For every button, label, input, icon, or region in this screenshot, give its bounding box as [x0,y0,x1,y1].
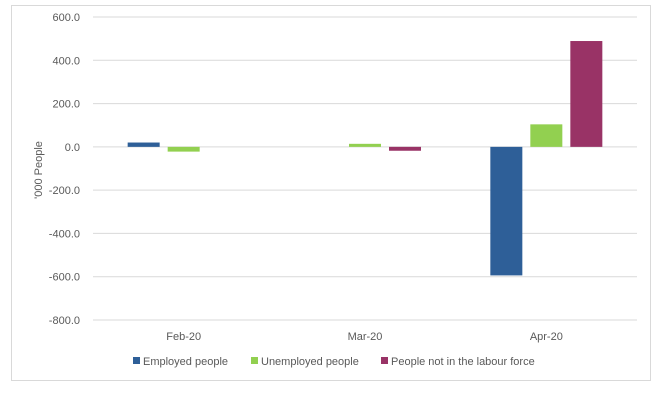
y-tick-label: 0.0 [65,142,80,154]
gridlines [93,16,637,321]
legend-label: People not in the labour force [391,356,535,368]
chart-frame [11,5,651,381]
y-tick-label: -200.0 [49,185,80,197]
legend: Employed people Unemployed people People n… [133,356,535,368]
y-tick-label: 600.0 [52,12,80,24]
x-axis-ticks: Feb-20 Mar-20 Apr-20 [166,331,563,343]
legend-label: Employed people [143,356,228,368]
y-tick-label: -400.0 [49,228,80,240]
legend-swatch [133,357,140,364]
x-tick-label: Apr-20 [530,331,563,343]
bar [530,124,563,147]
y-tick-label: -800.0 [49,315,80,327]
y-tick-label: 400.0 [52,55,80,67]
x-tick-label: Mar-20 [348,331,383,343]
y-axis-ticks: 600.0 400.0 200.0 0.0 -200.0 -400.0 -600.0 -800… [49,12,80,327]
legend-swatch [381,357,388,364]
bar [167,146,200,152]
bar [349,143,381,147]
bar [127,142,160,147]
bar [389,146,421,151]
legend-swatch [251,357,258,364]
x-tick-label: Feb-20 [166,331,201,343]
y-tick-label: 200.0 [52,99,80,111]
bar [570,41,603,147]
y-axis-title: '000 People [33,141,45,199]
y-tick-label: -600.0 [49,272,80,284]
legend-label: Unemployed people [261,356,359,368]
bars [127,41,603,276]
bar [490,146,523,276]
